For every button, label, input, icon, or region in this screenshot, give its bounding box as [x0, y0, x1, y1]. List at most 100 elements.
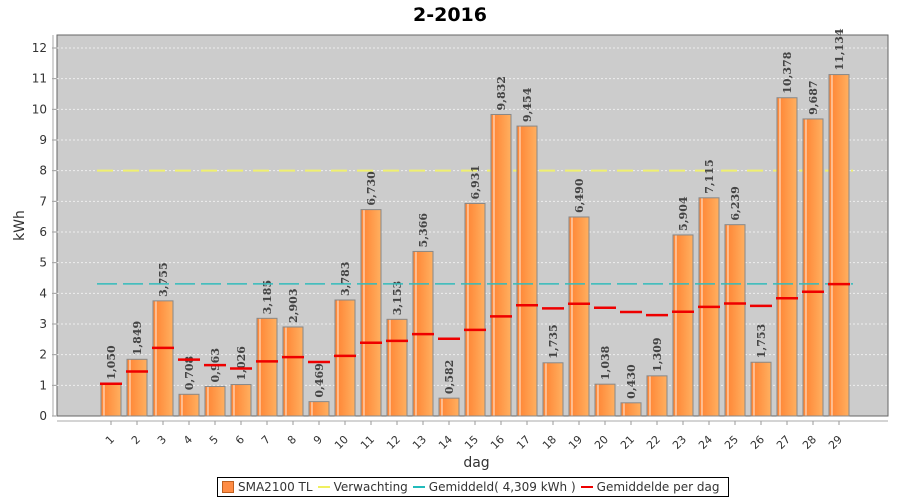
x-tick-label: 24 — [696, 433, 715, 452]
legend-label: Verwachting — [333, 480, 408, 494]
bar-value-label: 5,366 — [417, 213, 430, 248]
bar-value-label: 0,430 — [625, 364, 638, 399]
bar-value-label: 9,687 — [807, 80, 820, 114]
bar-value-label: 5,904 — [677, 196, 690, 231]
bar — [204, 385, 226, 417]
bar-value-label: 7,115 — [703, 159, 716, 193]
chart-title: 2-2016 — [413, 4, 487, 26]
x-tick-label: 15 — [462, 433, 481, 452]
bar — [802, 118, 824, 417]
legend-item-average: Gemiddeld( 4,309 kWh ) — [412, 480, 576, 494]
bar — [126, 358, 148, 417]
x-tick-label: 29 — [826, 433, 845, 452]
y-tick-label: 5 — [39, 256, 47, 270]
x-tick-label: 4 — [181, 433, 195, 447]
y-axis-label: kWh — [12, 210, 28, 241]
bar-value-label: 1,050 — [105, 345, 118, 380]
y-tick-label: 6 — [39, 225, 47, 239]
bar — [152, 300, 174, 417]
x-tick-label: 11 — [358, 433, 377, 452]
x-tick-label: 7 — [259, 433, 273, 447]
y-tick-label: 3 — [39, 317, 47, 331]
y-tick-label: 8 — [39, 164, 47, 178]
bar-value-label: 3,153 — [391, 281, 404, 315]
x-tick-label: 9 — [311, 433, 325, 447]
x-tick-label: 5 — [207, 433, 221, 447]
x-tick-label: 18 — [540, 433, 559, 452]
bar-value-label: 0,469 — [313, 363, 326, 397]
bar-value-label: 3,783 — [339, 262, 352, 296]
y-tick-label: 12 — [32, 41, 47, 55]
bar — [646, 375, 668, 417]
x-tick-label: 6 — [233, 433, 247, 447]
legend-swatch-line — [412, 486, 425, 488]
y-tick-label: 7 — [39, 194, 47, 208]
bar-value-label: 3,185 — [261, 280, 274, 314]
y-tick-label: 0 — [39, 409, 47, 423]
x-tick-label: 20 — [592, 433, 611, 452]
x-tick-label: 1 — [103, 433, 117, 447]
bar — [542, 362, 564, 417]
bar-value-label: 1,849 — [131, 321, 144, 355]
x-tick-label: 2 — [129, 433, 143, 447]
bar-value-label: 1,309 — [651, 337, 664, 371]
chart-svg: 0123456789101112kWhdag1,05011,84923,7553… — [12, 28, 889, 471]
y-tick-label: 1 — [39, 378, 47, 392]
bar-value-label: 6,730 — [365, 171, 378, 206]
y-tick-label: 9 — [39, 133, 47, 147]
x-tick-label: 28 — [800, 433, 819, 452]
bar-value-label: 6,931 — [469, 165, 482, 199]
x-tick-label: 3 — [155, 433, 169, 447]
x-tick-label: 13 — [410, 433, 429, 452]
bar — [594, 383, 616, 417]
bar — [230, 384, 252, 417]
bar — [464, 202, 486, 417]
bar-value-label: 10,378 — [781, 51, 794, 93]
bar — [750, 361, 772, 417]
x-tick-label: 12 — [384, 433, 403, 452]
y-tick-label: 4 — [39, 286, 47, 300]
x-tick-label: 10 — [332, 433, 351, 452]
bar — [620, 402, 642, 417]
bar — [256, 317, 278, 417]
bar-value-label: 11,134 — [833, 28, 846, 70]
bar — [386, 318, 408, 417]
bar-value-label: 9,832 — [495, 76, 508, 110]
bar-value-label: 0,708 — [183, 355, 196, 390]
legend-item-daily-average: Gemiddelde per dag — [580, 480, 720, 494]
bar — [100, 383, 122, 417]
bar-value-label: 0,582 — [443, 360, 456, 394]
legend-swatch-bar — [222, 481, 234, 493]
bar — [438, 397, 460, 417]
bar — [828, 74, 850, 417]
x-tick-label: 21 — [618, 433, 637, 452]
x-tick-label: 22 — [644, 433, 663, 452]
x-tick-label: 8 — [285, 433, 299, 447]
bar — [672, 234, 694, 417]
bar — [568, 216, 590, 417]
legend-label: Gemiddelde per dag — [596, 480, 720, 494]
x-tick-label: 23 — [670, 433, 689, 452]
bar — [724, 224, 746, 417]
legend-label: SMA2100 TL — [238, 480, 313, 494]
bar-value-label: 3,755 — [157, 262, 170, 296]
legend-label: Gemiddeld( 4,309 kWh ) — [428, 480, 576, 494]
y-tick-label: 11 — [32, 72, 47, 86]
x-tick-label: 16 — [488, 433, 507, 452]
bar-value-label: 1,038 — [599, 345, 612, 380]
x-axis-label: dag — [463, 455, 489, 471]
bar — [282, 326, 304, 417]
y-tick-label: 2 — [39, 348, 47, 362]
legend-item-bar: SMA2100 TL — [222, 480, 313, 494]
bar-value-label: 6,239 — [729, 186, 742, 220]
bar-value-label: 2,903 — [287, 289, 300, 323]
bar — [360, 209, 382, 417]
x-tick-label: 14 — [436, 433, 455, 452]
bar — [178, 393, 200, 417]
bar — [334, 299, 356, 417]
bar — [516, 125, 538, 417]
legend-swatch-line — [580, 486, 593, 488]
bar-value-label: 1,735 — [547, 324, 560, 358]
bar-value-label: 1,753 — [755, 324, 768, 358]
x-tick-label: 19 — [566, 433, 585, 452]
